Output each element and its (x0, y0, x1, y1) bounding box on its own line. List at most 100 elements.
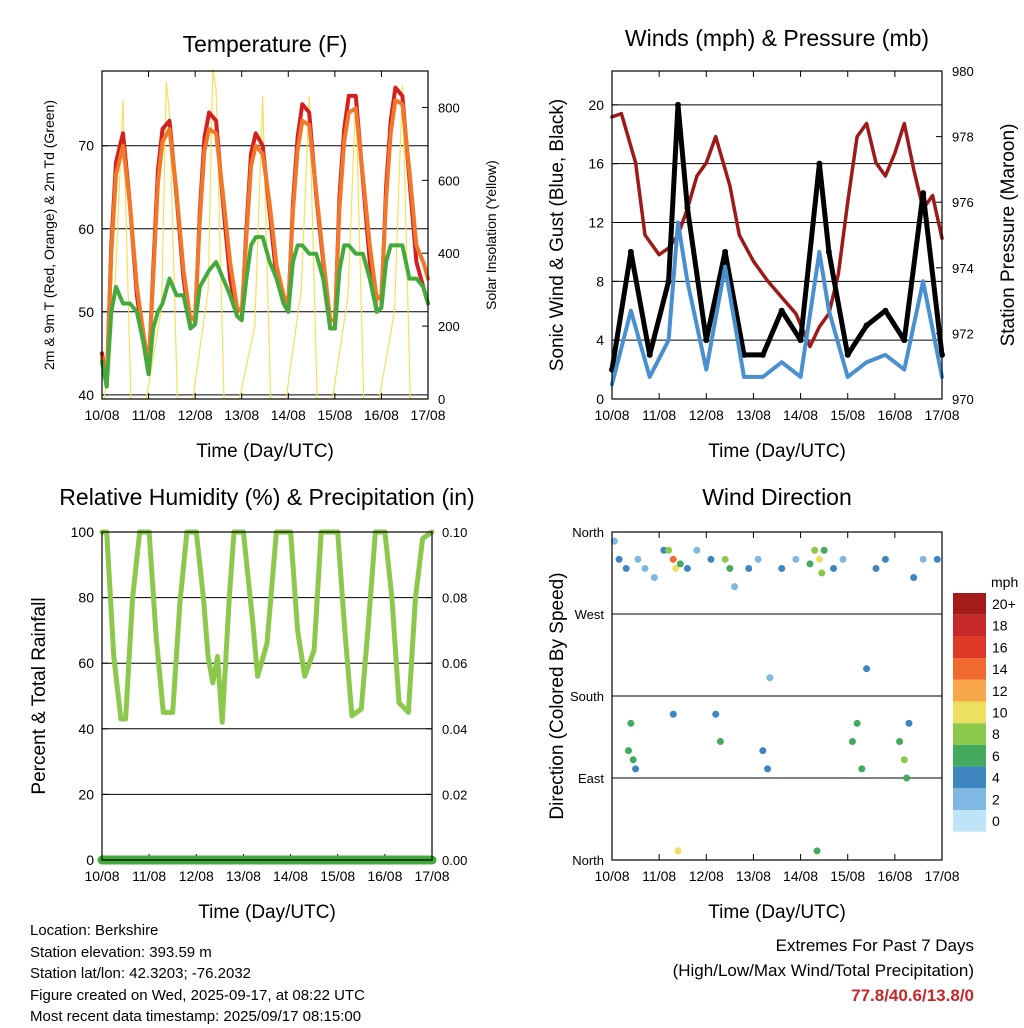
legend-title: mph (991, 574, 1018, 590)
y2-tick-label: 980 (952, 64, 974, 79)
wind-dir-point (745, 564, 753, 572)
y-tick-label: 4 (596, 332, 604, 348)
x-axis-label: Time (Day/UTC) (196, 441, 334, 462)
legend-label: 20+ (992, 596, 1016, 612)
y2-tick-label: 0.02 (442, 787, 467, 802)
wind-dir-point (806, 560, 814, 568)
wind-dir-point (731, 583, 739, 591)
gust-point (882, 307, 889, 314)
location-text: Location: Berkshire (30, 922, 159, 939)
y-tick-label: 8 (596, 273, 604, 289)
legend-swatch (953, 658, 986, 680)
legend-label: 16 (992, 639, 1008, 655)
wind-dir-point (641, 564, 649, 572)
wind-dir-point (881, 555, 889, 563)
wind-dir-point (815, 555, 823, 563)
y-axis-label: Direction (Colored By Speed) (547, 572, 568, 819)
y-tick-label: 40 (78, 387, 94, 403)
wind-dir-point (830, 564, 838, 572)
y2-tick-label: 0.00 (442, 853, 467, 868)
plot-frame (101, 531, 433, 861)
wind-dir-point (813, 847, 821, 855)
legend-swatch (953, 723, 986, 745)
wind-dir-point (858, 765, 866, 773)
series-line-sonic-wind (610, 220, 944, 387)
wind-dir-point (778, 564, 786, 572)
legend-swatch (953, 788, 986, 810)
y-tick-label: 60 (78, 655, 94, 671)
x-axis-label: Time (Day/UTC) (198, 902, 336, 923)
x-tick-label: 16/08 (877, 868, 912, 884)
y2-tick-label: 0 (438, 392, 445, 407)
gust-point (759, 351, 766, 358)
y-tick-label: 50 (78, 304, 94, 320)
y2-tick-label: 800 (438, 100, 460, 115)
wind-dir-point (853, 719, 861, 727)
created-text: Figure created on Wed, 2025-09-17, at 08… (30, 986, 365, 1004)
wind-dir-point (764, 765, 772, 773)
y-tick-label: 100 (71, 524, 95, 540)
x-tick-label: 16/08 (364, 407, 399, 423)
y-tick-label: 80 (78, 590, 94, 606)
x-tick-label: 10/08 (594, 868, 629, 884)
x-tick-label: 17/08 (924, 407, 959, 423)
legend-label: 18 (992, 618, 1008, 634)
wind-dir-point (863, 665, 871, 673)
x-tick-label: 13/08 (224, 407, 259, 423)
chart-title: Temperature (F) (183, 31, 348, 57)
y-axis-label: 2m & 9m T (Red, Orange) & 2m Td (Green) (41, 100, 57, 370)
chart-title: Winds (mph) & Pressure (mb) (625, 25, 929, 51)
legend-label: 6 (992, 748, 1000, 764)
y-tick-label: North (572, 525, 604, 540)
wind-dir-point (669, 555, 677, 563)
extremes-title: Extremes For Past 7 Days (775, 936, 974, 955)
y2-tick-label: 0.08 (442, 591, 467, 606)
y-tick-label: 60 (78, 221, 94, 237)
wind-dir-point (632, 765, 640, 773)
wind-dir-point (650, 574, 658, 582)
wind-dir-point (629, 756, 637, 764)
wind-dir-point (676, 560, 684, 568)
x-tick-label: 16/08 (367, 868, 402, 884)
wind-dir-point (615, 555, 623, 563)
wind-dir-point (872, 564, 880, 572)
y-tick-label: South (570, 689, 604, 704)
y2-tick-label: 978 (952, 130, 974, 145)
x-tick-label: 17/08 (410, 407, 445, 423)
y-tick-label: 16 (588, 156, 604, 172)
chart-panel-1: Temperature (F) Time (Day/UTC) 40 50 60 70 0 20… (41, 31, 499, 462)
y-tick-label: 0 (86, 852, 94, 868)
x-tick-label: 12/08 (689, 868, 724, 884)
x-tick-label: 17/08 (414, 868, 449, 884)
y-tick-label: 20 (588, 97, 604, 113)
x-tick-label: 12/08 (178, 407, 213, 423)
y-tick-label: 0 (596, 391, 604, 407)
legend-label: 12 (992, 683, 1008, 699)
y2-tick-label: 200 (438, 319, 460, 334)
wind-dir-point (669, 710, 677, 718)
wind-dir-point (627, 719, 635, 727)
legend-swatch (953, 701, 986, 724)
y-axis-label: Percent & Total Rainfall (29, 597, 50, 794)
legend-swatch (953, 614, 986, 637)
y2-tick-label: 0.10 (442, 525, 467, 540)
gust-point (816, 160, 823, 167)
wind-dir-point (726, 564, 734, 572)
wind-dir-point (707, 555, 715, 563)
x-tick-label: 11/08 (132, 868, 166, 884)
y-tick-label: 12 (588, 214, 604, 230)
gust-point (844, 351, 851, 358)
y2-tick-label: 400 (438, 246, 460, 261)
wind-dir-point (622, 564, 630, 572)
chart-panel-3: Relative Humidity (%) & Precipitation (i… (29, 484, 475, 923)
wind-dir-point (683, 564, 691, 572)
y2-tick-label: 976 (952, 195, 974, 210)
legend-label: 10 (992, 705, 1008, 721)
y2-tick-label: 0.06 (442, 656, 467, 671)
x-tick-label: 10/08 (84, 868, 119, 884)
y2-axis-label: Solar Insolation (Yellow) (483, 160, 499, 310)
x-tick-label: 12/08 (179, 868, 214, 884)
y-tick-label: 20 (78, 786, 94, 802)
x-tick-label: 15/08 (317, 407, 352, 423)
x-tick-label: 12/08 (689, 407, 724, 423)
